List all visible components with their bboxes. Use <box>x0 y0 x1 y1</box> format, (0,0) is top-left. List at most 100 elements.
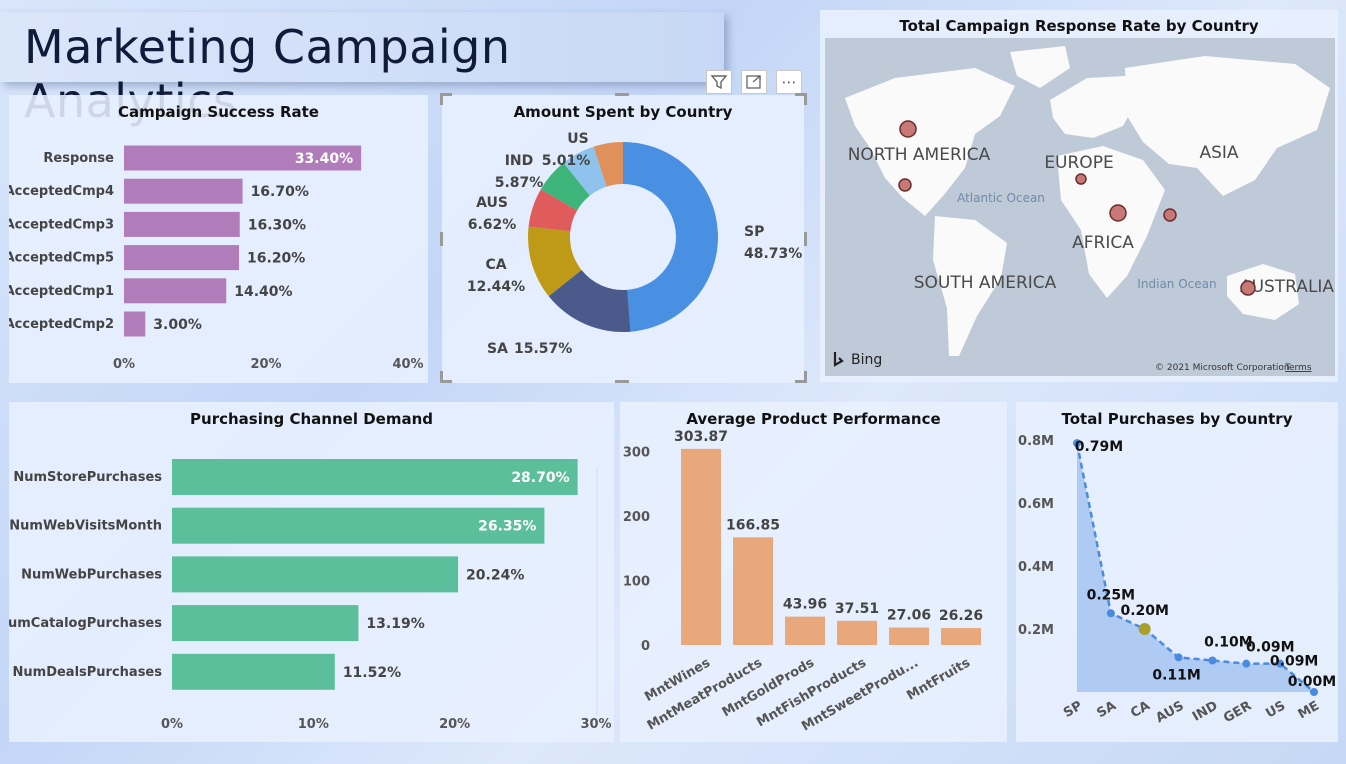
bar[interactable] <box>172 556 459 593</box>
continent-north-america <box>845 68 1015 216</box>
bar[interactable] <box>889 627 929 645</box>
tick-label: 0.8M <box>1018 434 1054 449</box>
chart-title: Amount Spent by Country <box>513 103 733 121</box>
selection-handle[interactable] <box>440 380 452 383</box>
tick-label: 0% <box>161 717 183 732</box>
map-terms-link[interactable]: Terms <box>1284 363 1312 373</box>
more-options-button[interactable]: ⋯ <box>776 70 802 94</box>
bar[interactable] <box>941 628 981 645</box>
slice-value: 5.87% <box>495 175 544 191</box>
tick-label: 100 <box>623 574 650 589</box>
amount-spent-panel[interactable]: Amount Spent by Country SP 48.73% SA 15.57%… <box>442 95 804 383</box>
bar[interactable] <box>837 620 877 645</box>
bar[interactable] <box>172 459 578 495</box>
map-label: SOUTH AMERICA <box>914 273 1057 293</box>
map-bubble[interactable] <box>1109 204 1127 222</box>
category-label: AcceptedCmp2 <box>9 317 114 332</box>
bing-logo: Bing <box>851 352 882 368</box>
map-label: ASIA <box>1199 143 1238 163</box>
category-label: ME <box>1296 698 1322 722</box>
map-bubble[interactable] <box>1075 173 1087 185</box>
data-label: 0.10M <box>1204 635 1252 651</box>
selection-handle[interactable] <box>440 371 443 383</box>
continent-australia <box>1227 264 1299 320</box>
data-point[interactable] <box>1276 659 1285 668</box>
data-label: 43.96 <box>783 597 827 613</box>
category-label: AcceptedCmp3 <box>9 217 114 232</box>
slice-value: 5.01% <box>542 153 591 169</box>
slice-value: 15.57% <box>514 341 572 357</box>
map-bubble[interactable] <box>1163 208 1177 222</box>
bar[interactable] <box>124 178 243 204</box>
tick-label: 20% <box>439 717 470 732</box>
donut-slice[interactable] <box>563 146 607 196</box>
bar[interactable] <box>172 507 545 544</box>
donut-slice[interactable] <box>528 226 582 297</box>
series-line[interactable] <box>1075 442 1315 693</box>
bar[interactable] <box>124 145 362 171</box>
donut-slice[interactable] <box>540 162 590 211</box>
map-label: NORTH AMERICA <box>848 145 991 165</box>
selection-handle[interactable] <box>804 93 807 105</box>
selection-handle[interactable] <box>795 93 807 96</box>
data-point[interactable] <box>1208 656 1217 665</box>
campaign-success-chart: Response 33.40% AcceptedCmp4 16.70% Accepted… <box>9 145 424 372</box>
data-label: 0.79M <box>1075 439 1123 455</box>
campaign-success-panel: Campaign Success Rate Response 33.40% Acce… <box>9 95 428 383</box>
data-point[interactable] <box>1073 439 1081 448</box>
slice-label: IND <box>505 153 534 169</box>
data-label: 20.24% <box>466 567 524 583</box>
data-label: 0.11M <box>1152 667 1200 683</box>
map-ocean-label: Indian Ocean <box>1137 277 1216 291</box>
selection-handle[interactable] <box>615 380 629 383</box>
bar[interactable] <box>124 245 240 271</box>
donut-slice[interactable] <box>548 270 631 332</box>
data-label: 11.52% <box>343 665 401 681</box>
bar[interactable] <box>172 605 359 642</box>
tick-label: 300 <box>623 445 650 460</box>
donut-slice[interactable] <box>593 142 623 187</box>
bar[interactable] <box>172 653 335 690</box>
slice-value: 48.73% <box>744 246 802 262</box>
bar[interactable] <box>124 311 146 337</box>
selection-handle[interactable] <box>440 93 452 96</box>
bar[interactable] <box>124 211 240 237</box>
continent-europe <box>1050 76 1137 138</box>
bar[interactable] <box>785 616 825 645</box>
focus-mode-icon[interactable] <box>741 70 767 94</box>
selection-handle[interactable] <box>615 93 629 96</box>
selection-handle[interactable] <box>804 232 807 246</box>
data-label: 0.25M <box>1087 587 1135 603</box>
bar[interactable] <box>733 537 773 645</box>
map-bubble[interactable] <box>899 120 917 138</box>
selection-handle[interactable] <box>795 380 807 383</box>
donut-slice[interactable] <box>623 142 719 332</box>
data-point[interactable] <box>1242 659 1251 668</box>
map-bubble[interactable] <box>898 178 912 192</box>
chart-title: Purchasing Channel Demand <box>190 410 433 428</box>
data-label: 14.40% <box>234 284 292 300</box>
donut-slice[interactable] <box>528 189 578 232</box>
slice-label: SA <box>487 341 508 357</box>
purchasing-channel-chart: NumStorePurchases 28.70% NumWebVisitsMonth… <box>9 459 612 732</box>
data-point[interactable] <box>1138 623 1151 635</box>
data-point[interactable] <box>1106 609 1115 618</box>
bing-icon <box>833 352 844 367</box>
category-label: GER <box>1221 698 1254 726</box>
data-point[interactable] <box>1174 653 1183 662</box>
selection-handle[interactable] <box>440 232 443 246</box>
product-performance-panel: Average Product Performance 0 100 200 300 30… <box>620 402 1007 742</box>
data-point[interactable] <box>1310 688 1318 696</box>
tick-label: 0.4M <box>1018 560 1054 575</box>
selection-handle[interactable] <box>440 93 443 105</box>
bar[interactable] <box>124 278 227 304</box>
filter-icon[interactable] <box>706 70 732 94</box>
tick-label: 200 <box>623 510 650 525</box>
world-map[interactable]: NORTH AMERICA EUROPE ASIA AFRICA SOUTH A… <box>825 38 1335 376</box>
bar[interactable] <box>681 448 721 645</box>
map-bubble[interactable] <box>1240 280 1256 296</box>
area-fill[interactable] <box>1077 443 1314 692</box>
continent-greenland <box>1010 46 1070 88</box>
data-label: 0.00M <box>1288 674 1336 690</box>
selection-handle[interactable] <box>804 371 807 383</box>
